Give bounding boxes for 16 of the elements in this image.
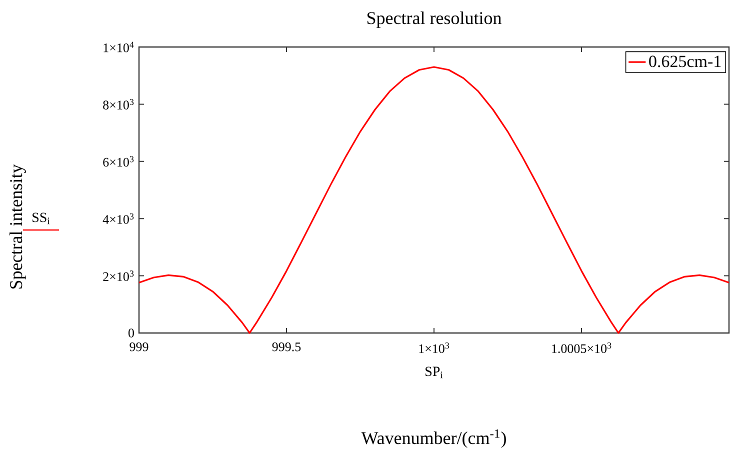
chart-title: Spectral resolution [367, 11, 502, 28]
legend-label: 0.625cm-1 [649, 56, 721, 68]
text: SP$_{i}$ [426, 366, 443, 378]
text: SS$_{i}$ [32, 212, 50, 224]
x-tick-label: 999 [130, 342, 148, 352]
y-tick-label: 1×10$^{4}$ [104, 42, 134, 52]
y-tick-label: 6×10$^{3}$ [103, 156, 134, 167]
x-tick-label: 1×10$^{3}$ [419, 342, 450, 354]
y-tick-label: 4×10$^{3}$ [102, 213, 134, 224]
y-tick-label: 8×10$^{3}$ [103, 98, 134, 110]
x-axis-title: Wavenumber/(cm$^{-1}$) [361, 429, 506, 448]
y-tick-label: 2×10$^{3}$ [103, 270, 134, 282]
y-tick-label: 0 [128, 328, 134, 338]
y-axis-title: Spectral intensity [10, 164, 26, 289]
x-tick-label: 1.0005×10$^{3}$ [552, 342, 612, 354]
x-tick-label: 999.5 [272, 342, 301, 352]
